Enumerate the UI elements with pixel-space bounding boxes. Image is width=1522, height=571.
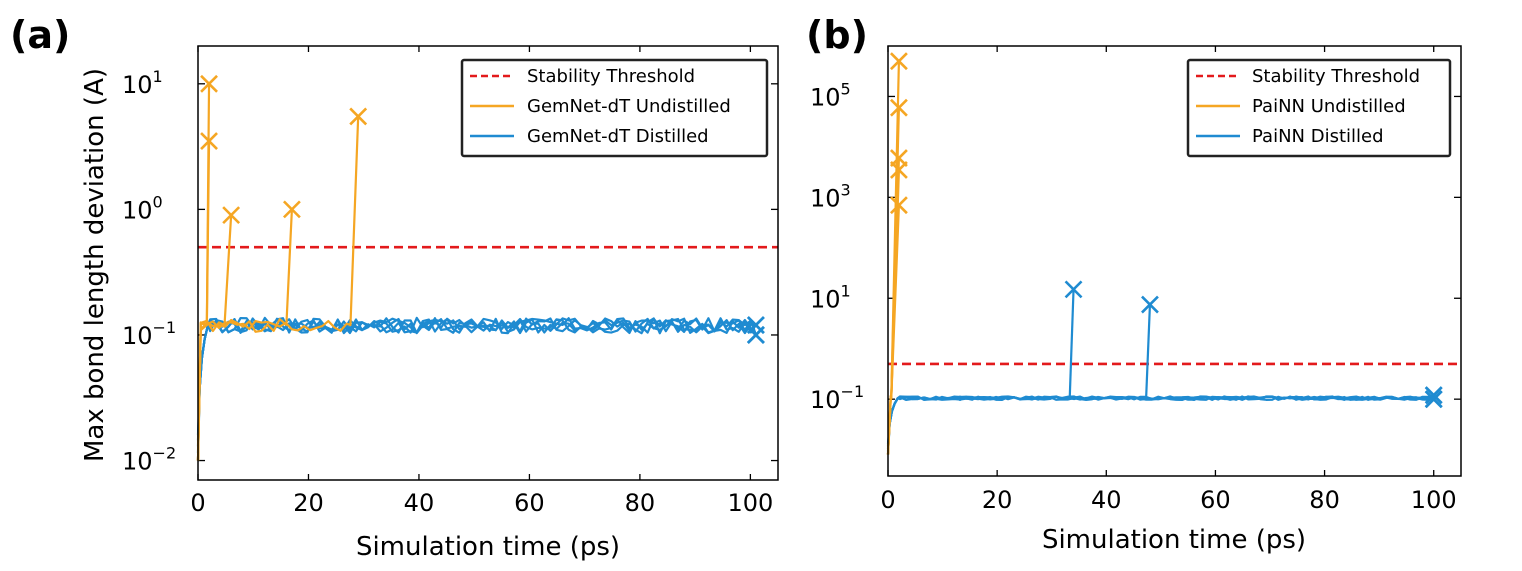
undistilled-failure-marker-a [349,107,368,126]
x-tick-label-a: 40 [404,489,435,517]
x-tick-label-b: 60 [1200,486,1231,514]
y-tick-label-a: 100 [122,192,163,224]
y-tick-label-b: 103 [810,180,851,212]
x-tick-label-a: 80 [625,489,656,517]
undistilled-failure-marker-a [222,206,241,225]
undistilled-run-a [196,209,294,461]
x-tick-label-a: 20 [293,489,324,517]
x-axis-label-a: Simulation time (ps) [356,532,620,562]
plot-area-b: 0 20 40 60 80 100 10−1 101 103 105 [810,46,1461,514]
undistilled-run-a [196,116,360,461]
distilled-run-a [196,316,757,461]
distilled-run-a [196,317,757,441]
plot-area-a: 0 20 40 60 80 100 10−2 10−1 100 101 [122,46,778,517]
distilled-run-b [886,395,1434,445]
x-tick-label-a: 60 [514,489,545,517]
legend-box-a [460,58,769,158]
y-tick-label-a: 101 [122,67,163,99]
y-tick-label-a: 10−2 [122,444,176,476]
legend-label-distilled-b: PaiNN Distilled [1252,126,1384,147]
distilled-run-a [196,317,757,453]
panel-a: (a) Max bond length deviation (A) Simula… [10,13,779,562]
y-tick-label-b: 10−1 [810,382,864,414]
undistilled-failure-marker-a [200,132,218,150]
axes-frame-b [887,45,1462,477]
distilled-end-marker-a [746,326,765,344]
undistilled-failure-marker-b [889,52,908,71]
y-tick-label-b: 101 [810,281,851,313]
legend-label-distilled-a: GemNet-dT Distilled [527,126,709,147]
undistilled-failure-marker-b [889,98,908,117]
undistilled-failure-marker-b [889,196,908,215]
distilled-failure-marker-b [1141,295,1159,314]
x-tick-label-b: 100 [1411,486,1457,514]
legend-label-threshold-a: Stability Threshold [527,66,695,87]
legend-a: Stability Threshold GemNet-dT Undistille… [460,58,769,158]
panel-label-a: (a) [10,13,70,57]
distilled-run-b [886,395,1435,449]
x-tick-label-b: 80 [1309,486,1340,514]
x-tick-label-a: 100 [727,489,773,517]
x-tick-label-b: 40 [1091,486,1122,514]
distilled-failure-marker-b [1064,280,1083,299]
distilled-end-marker-b [1424,390,1443,409]
y-tick-label-a: 10−1 [122,318,176,350]
undistilled-failure-marker-b [889,160,908,179]
panel-label-b: (b) [806,13,868,57]
undistilled-run-b [886,205,901,455]
legend-box-b [1186,58,1452,158]
legend-label-undistilled-a: GemNet-dT Undistilled [527,96,731,117]
distilled-run-a [196,317,757,447]
distilled-run-b [886,394,1435,447]
distilled-run-b [886,394,1435,452]
distilled-end-marker-b [1424,386,1443,405]
x-tick-label-b: 20 [982,486,1013,514]
distilled-run-a [196,316,757,435]
distilled-failure-line-b [1068,289,1075,399]
x-axis-label-b: Simulation time (ps) [1042,525,1306,555]
axes-frame-a [197,45,779,481]
x-tick-label-b: 0 [880,486,895,514]
undistilled-run-a [196,215,233,461]
legend-label-threshold-b: Stability Threshold [1252,66,1420,87]
x-tick-label-a: 0 [190,489,205,517]
distilled-failure-line-b [1145,304,1152,399]
y-axis-label-a: Max bond length deviation (A) [80,68,110,462]
panel-b: (b) Simulation time (ps) 0 20 40 60 80 100 10−… [806,13,1462,555]
y-tick-label-b: 105 [810,79,851,111]
legend-b: Stability Threshold PaiNN Undistilled Pa… [1186,58,1452,158]
distilled-run-b [886,395,1434,455]
legend-label-undistilled-b: PaiNN Undistilled [1252,96,1406,117]
undistilled-failure-marker-a [200,74,218,93]
undistilled-failure-marker-a [282,200,301,219]
